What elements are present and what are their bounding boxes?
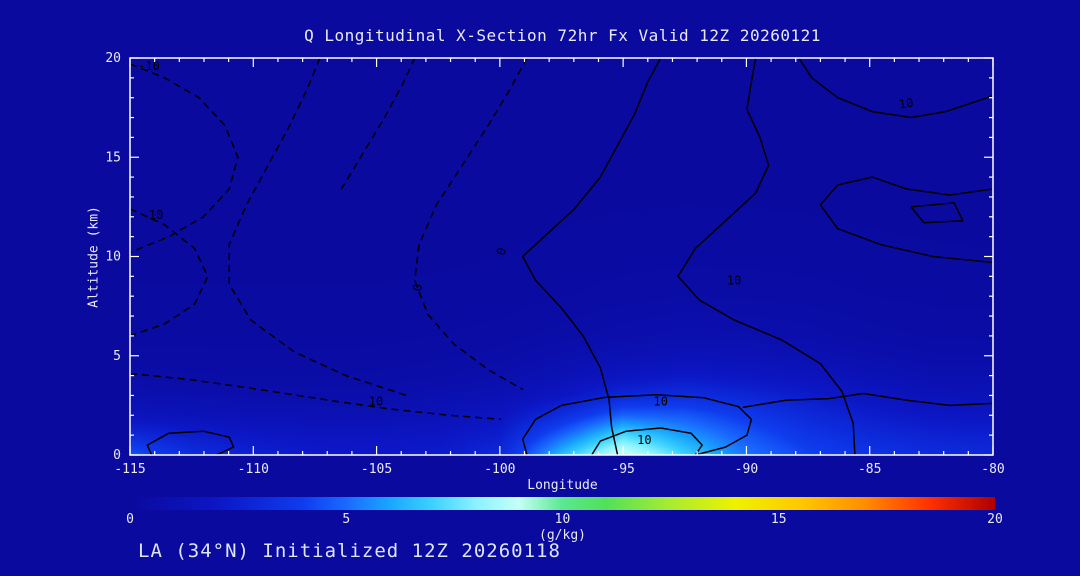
initialization-label: LA (34°N) Initialized 12Z 20260118 — [138, 540, 561, 562]
colorbar — [130, 497, 995, 510]
x-tick-label: -95 — [611, 462, 634, 477]
colorbar-tick-label: 15 — [770, 512, 787, 527]
x-tick-label: -80 — [981, 462, 1004, 477]
x-tick-label: -90 — [735, 462, 758, 477]
x-tick-label: -85 — [858, 462, 881, 477]
colorbar-tick-label: 5 — [342, 512, 351, 527]
y-tick-label: 20 — [105, 51, 121, 66]
filled-contour-field — [130, 58, 993, 455]
y-tick-label: 5 — [113, 349, 121, 364]
chart-title: Q Longitudinal X-Section 72hr Fx Valid 1… — [304, 26, 821, 45]
colorbar-tick-label: 20 — [987, 512, 1003, 527]
y-tick-label: 0 — [113, 448, 121, 463]
colorbar-tick-label: 10 — [554, 512, 571, 527]
colorbar-tick-label: 0 — [126, 512, 134, 527]
x-tick-label: -110 — [238, 462, 269, 477]
x-axis-label: Longitude — [527, 478, 598, 493]
x-tick-label: -100 — [484, 462, 515, 477]
y-tick-label: 15 — [105, 150, 121, 165]
colorbar-units-label: (g/kg) — [539, 528, 586, 543]
y-tick-label: 10 — [105, 250, 121, 265]
x-tick-label: -105 — [361, 462, 392, 477]
y-axis-label: Altitude (km) — [86, 206, 102, 308]
x-tick-label: -115 — [114, 462, 145, 477]
